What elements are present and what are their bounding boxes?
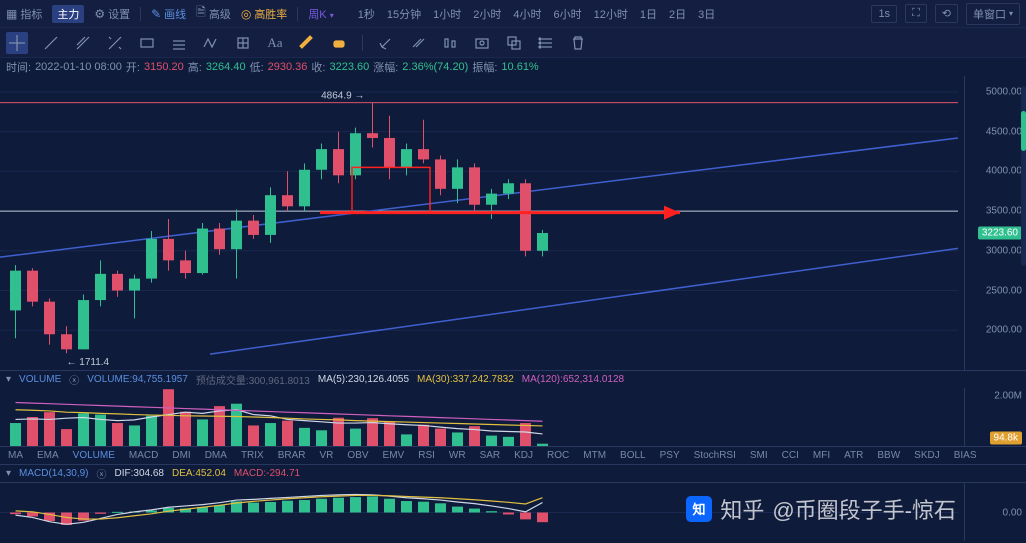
indicator-tab-skdj[interactable]: SKDJ <box>914 450 940 461</box>
channel-tool-icon[interactable] <box>170 34 188 52</box>
winrate-menu[interactable]: ◎高胜率 <box>241 6 287 22</box>
tf-4小时[interactable]: 4小时 <box>513 9 541 21</box>
macd-chart[interactable]: 0.00 <box>0 482 1026 541</box>
price-y-axis: 2000.002500.003000.003500.004000.004500.… <box>964 76 1026 370</box>
snapshot-icon[interactable] <box>473 34 491 52</box>
ray-line-icon[interactable] <box>74 34 92 52</box>
wave-tool-icon[interactable] <box>202 34 220 52</box>
settings-menu[interactable]: ⚙设置 <box>94 6 130 22</box>
eraser-tool-icon[interactable] <box>330 34 348 52</box>
indicator-tab-boll[interactable]: BOLL <box>620 450 646 461</box>
indicator-tab-roc[interactable]: ROC <box>547 450 569 461</box>
main-force-button[interactable]: 主力 <box>52 5 84 23</box>
indicator-tab-smi[interactable]: SMI <box>750 450 768 461</box>
volume-chart[interactable]: 2.00M 94.8k <box>0 388 1026 446</box>
macd-title: MACD(14,30,9) <box>19 468 88 479</box>
indicator-tab-kdj[interactable]: KDJ <box>514 450 533 461</box>
last-price-tag: 3223.60 <box>978 227 1022 240</box>
indicator-tab-vr[interactable]: VR <box>320 450 334 461</box>
indicator-tab-obv[interactable]: OBV <box>347 450 368 461</box>
trash-icon[interactable] <box>569 34 587 52</box>
tf-2日[interactable]: 2日 <box>669 9 686 21</box>
candle-style-icon[interactable] <box>441 34 459 52</box>
indicator-tab-bias[interactable]: BIAS <box>954 450 977 461</box>
indicator-tab-stochrsi[interactable]: StochRSI <box>694 450 736 461</box>
tf-15分钟[interactable]: 15分钟 <box>387 9 421 21</box>
indicator-tab-wr[interactable]: WR <box>449 450 466 461</box>
indicator-tab-psy[interactable]: PSY <box>660 450 680 461</box>
indicator-tab-dmi[interactable]: DMI <box>172 450 190 461</box>
draw-line-menu[interactable]: ✎画线 <box>151 6 186 22</box>
collapse-volume-icon[interactable]: ▾ <box>6 374 11 385</box>
indicator-tab-cci[interactable]: CCI <box>782 450 799 461</box>
clear-one-icon[interactable] <box>377 34 395 52</box>
indicator-tab-bbw[interactable]: BBW <box>877 450 900 461</box>
indicator-tab-atr[interactable]: ATR <box>844 450 863 461</box>
volume-header: ▾ VOLUME ⓧ VOLUME:94,755.1957 预估成交量:300,… <box>0 370 1026 388</box>
indicator-tab-brar[interactable]: BRAR <box>278 450 306 461</box>
indicator-tab-trix[interactable]: TRIX <box>241 450 264 461</box>
indicator-tabs: MA EMA VOLUME MACD DMI DMA TRIX BRAR VR OBV EMV RSI… <box>0 446 1026 464</box>
drawing-toolbar: Aa <box>0 28 1026 58</box>
indicator-tab-macd[interactable]: MACD <box>129 450 158 461</box>
crosshair-tool-icon[interactable] <box>6 32 28 54</box>
volume-title: VOLUME <box>19 374 61 385</box>
indicator-tab-mfi[interactable]: MFI <box>813 450 830 461</box>
window-mode-button[interactable]: 单窗口▾ <box>966 3 1020 25</box>
advanced-menu[interactable]: 🗎高级 <box>196 3 231 24</box>
chart-scrollbar[interactable] <box>1021 86 1026 266</box>
price-chart[interactable]: 4864.9 → ← 1711.4 2000.002500.003000.0035… <box>0 76 1026 370</box>
top-menu-bar: ▦指标 主力 ⚙设置 ✎画线 🗎高级 ◎高胜率 周K ▾ 1秒 15分钟 1小时 2小… <box>0 0 1026 28</box>
svg-text:← 1711.4: ← 1711.4 <box>67 357 110 368</box>
indicator-menu[interactable]: ▦指标 <box>6 6 42 22</box>
volume-last-tag: 94.8k <box>990 432 1022 445</box>
indicator-tab-emv[interactable]: EMV <box>383 450 405 461</box>
tf-week[interactable]: 周K ▾ <box>308 6 333 22</box>
speed-button[interactable]: 1s <box>871 5 897 23</box>
macd-header: ▾ MACD(14,30,9) ⓧ DIF:304.68 DEA:452.04 … <box>0 464 1026 482</box>
close-macd-icon[interactable]: ⓧ <box>97 466 107 481</box>
timeframe-selector: 周K ▾ 1秒 15分钟 1小时 2小时 4小时 6小时 12小时 1日 2日 3日 <box>308 6 715 22</box>
macd-y-axis: 0.00 <box>964 483 1026 541</box>
ohlc-info-bar: 时间:2022-01-10 08:00 开:3150.20 高:3264.40 … <box>0 58 1026 76</box>
indicator-tab-volume[interactable]: VOLUME <box>73 450 115 461</box>
position-tool-icon[interactable] <box>234 34 252 52</box>
collapse-macd-icon[interactable]: ▾ <box>6 468 11 479</box>
tf-1小时[interactable]: 1小时 <box>433 9 461 21</box>
tf-2小时[interactable]: 2小时 <box>473 9 501 21</box>
indicator-tab-mtm[interactable]: MTM <box>583 450 606 461</box>
trend-line-icon[interactable] <box>42 34 60 52</box>
text-tool-icon[interactable]: Aa <box>266 34 284 52</box>
close-volume-icon[interactable]: ⓧ <box>69 372 79 387</box>
indicator-tab-rsi[interactable]: RSI <box>418 450 435 461</box>
indicator-tab-sar[interactable]: SAR <box>480 450 501 461</box>
tf-3日[interactable]: 3日 <box>698 9 715 21</box>
brush-tool-icon[interactable] <box>298 34 316 52</box>
layers-icon[interactable] <box>505 34 523 52</box>
indicator-tab-dma[interactable]: DMA <box>205 450 227 461</box>
rect-tool-icon[interactable] <box>138 34 156 52</box>
tf-1秒[interactable]: 1秒 <box>358 9 375 21</box>
tf-1日[interactable]: 1日 <box>640 9 657 21</box>
indicator-tab-ema[interactable]: EMA <box>37 450 59 461</box>
tf-12小时[interactable]: 12小时 <box>594 9 628 21</box>
indicator-tab-ma[interactable]: MA <box>8 450 23 461</box>
fullscreen-icon[interactable]: ⛶ <box>905 4 927 23</box>
svg-text:4864.9 →: 4864.9 → <box>321 91 364 102</box>
refresh-icon[interactable]: ⟲ <box>935 4 958 23</box>
magic-line-icon[interactable] <box>106 34 124 52</box>
volume-y-axis: 2.00M 94.8k <box>964 388 1026 446</box>
clear-all-icon[interactable] <box>409 34 427 52</box>
list-icon[interactable] <box>537 34 555 52</box>
tf-6小时[interactable]: 6小时 <box>553 9 581 21</box>
